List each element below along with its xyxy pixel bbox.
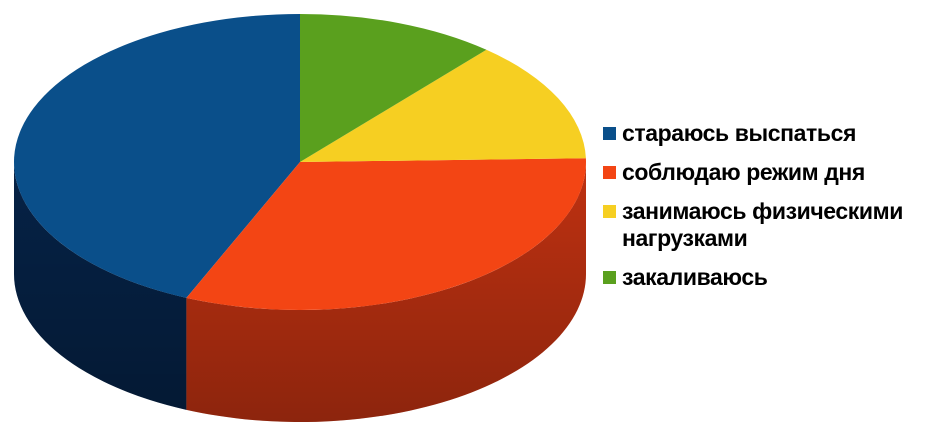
legend-label-routine: соблюдаю режим дня [622, 159, 865, 185]
pie-slice-exercise [300, 49, 586, 163]
legend-item-sleep: стараюсь выспаться [603, 120, 939, 147]
pie-slice-sleep [13, 13, 301, 298]
pie-side-shade-routine [186, 162, 587, 423]
pie-slice-routine [186, 158, 587, 311]
legend-item-routine: соблюдаю режим дня [603, 159, 939, 186]
legend-label-exercise: занимаюсь физическими нагрузками [622, 198, 903, 251]
chart-legend: стараюсь выспаться соблюдаю режим дня за… [603, 120, 939, 303]
legend-label-sleep: стараюсь выспаться [622, 120, 857, 146]
pie-slices [13, 13, 587, 311]
legend-swatch-routine [603, 166, 616, 179]
legend-swatch-sleep [603, 127, 616, 140]
legend-item-exercise: занимаюсь физическими нагрузками [603, 198, 939, 252]
legend-label-hardening: закаливаюсь [622, 264, 768, 290]
pie-side-shade-sleep [14, 162, 187, 410]
legend-swatch-exercise [603, 205, 616, 218]
legend-swatch-hardening [603, 271, 616, 284]
legend-item-hardening: закаливаюсь [603, 264, 939, 291]
pie-side-walls [14, 162, 587, 423]
pie-slice-hardening [300, 14, 487, 162]
